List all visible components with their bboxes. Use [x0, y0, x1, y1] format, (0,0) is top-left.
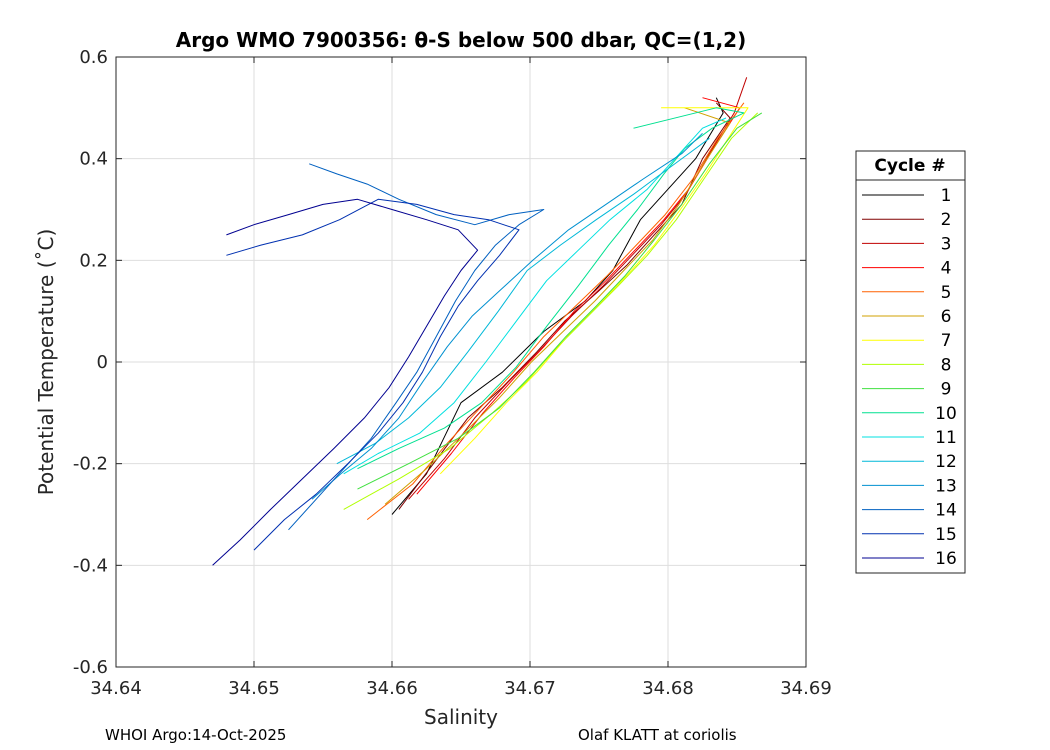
- legend-label-cycle-9: 9: [941, 380, 952, 400]
- y-tick-label: -0.2: [73, 454, 108, 475]
- chart-title: Argo WMO 7900356: θ-S below 500 dbar, QC…: [176, 28, 746, 52]
- legend-label-cycle-16: 16: [935, 549, 957, 569]
- footer-right: Olaf KLATT at coriolis: [578, 726, 737, 744]
- series-line-cycle-10: [357, 107, 745, 470]
- legend-label-cycle-8: 8: [941, 355, 952, 375]
- x-tick-label: 34.65: [228, 678, 280, 699]
- series-line-cycle-1: [391, 97, 724, 515]
- legend-label-cycle-13: 13: [935, 476, 957, 496]
- series-line-cycle-5: [366, 102, 745, 520]
- y-tick-label: 0.6: [79, 47, 108, 68]
- y-tick-label: 0.2: [79, 250, 108, 271]
- y-tick-label: 0.4: [79, 149, 108, 170]
- y-tick-label: -0.4: [73, 555, 108, 576]
- series-line-cycle-15: [226, 198, 520, 551]
- series-line-cycle-16: [212, 198, 479, 566]
- y-tick-label: 0: [97, 352, 108, 373]
- series-line-cycle-3: [408, 77, 748, 500]
- legend-label-cycle-15: 15: [935, 525, 957, 545]
- legend-label-cycle-7: 7: [941, 331, 952, 351]
- x-axis-label: Salinity: [424, 705, 498, 729]
- legend-label-cycle-2: 2: [941, 210, 952, 230]
- legend-label-cycle-4: 4: [941, 259, 952, 279]
- legend-label-cycle-3: 3: [941, 234, 952, 254]
- series-line-cycle-9: [357, 112, 763, 490]
- tick-labels: 34.64 34.65 34.66 34.67 34.68 34.69 0.6 0.4 0.2 0…: [73, 47, 832, 699]
- legend-label-cycle-11: 11: [935, 428, 957, 448]
- x-tick-label: 34.64: [90, 678, 142, 699]
- footer-left: WHOI Argo:14-Oct-2025: [105, 726, 286, 744]
- x-tick-label: 34.68: [642, 678, 694, 699]
- series-group: [212, 77, 763, 566]
- series-line-cycle-12: [336, 137, 710, 465]
- series-line-cycle-8: [343, 112, 759, 510]
- legend-label-cycle-10: 10: [935, 404, 957, 424]
- y-tick-label: -0.6: [73, 657, 108, 678]
- legend-label-cycle-5: 5: [941, 283, 952, 303]
- x-tick-label: 34.69: [780, 678, 832, 699]
- legend-box: [855, 150, 966, 574]
- x-tick-label: 34.66: [366, 678, 418, 699]
- legend-label-cycle-6: 6: [941, 307, 952, 327]
- series-line-cycle-7: [439, 107, 749, 475]
- series-line-cycle-2: [398, 102, 731, 510]
- y-axis-label: Potential Temperature (˚C): [34, 229, 58, 496]
- series-line-cycle-14: [288, 163, 545, 531]
- legend-label-cycle-14: 14: [935, 501, 957, 521]
- legend-title: Cycle #: [874, 156, 945, 176]
- series-line-cycle-13: [311, 132, 703, 500]
- x-tick-label: 34.67: [504, 678, 556, 699]
- legend-label-cycle-1: 1: [941, 186, 952, 206]
- series-line-cycle-6: [384, 107, 731, 505]
- legend-label-cycle-12: 12: [935, 452, 957, 472]
